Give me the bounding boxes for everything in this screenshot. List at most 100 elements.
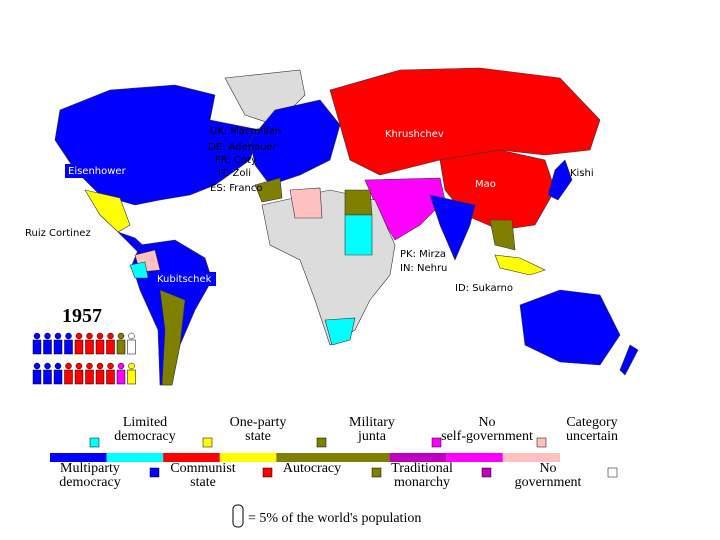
legend-swatch	[149, 467, 160, 478]
legend-swatch	[431, 437, 442, 448]
color-bar-segment	[502, 453, 560, 462]
person-head	[86, 332, 93, 340]
person-head	[65, 362, 72, 370]
person-body	[95, 339, 105, 355]
india	[429, 194, 476, 261]
person-head	[33, 362, 41, 370]
person-head	[117, 362, 125, 370]
person-body	[53, 369, 63, 385]
color-bar-segment	[50, 453, 107, 462]
person-body	[85, 339, 94, 355]
leader-label: Kubitschek	[157, 274, 212, 285]
legend-swatch	[536, 437, 547, 448]
person-icon	[232, 504, 244, 528]
leader-label: Ruiz Cortinez	[25, 228, 91, 239]
person-body	[32, 369, 42, 385]
japan	[547, 159, 573, 201]
color-bar-segment	[276, 453, 333, 462]
person-body	[74, 369, 84, 385]
person-body	[53, 339, 63, 355]
person-body	[127, 369, 136, 385]
sa-cyan	[129, 261, 149, 279]
color-bar-segment	[106, 453, 164, 462]
legend-label: No self-government	[441, 415, 533, 444]
legend-label: No government	[515, 461, 582, 490]
person-head	[96, 332, 104, 340]
person-body	[64, 339, 73, 355]
person-body	[74, 339, 84, 355]
person-body	[85, 369, 94, 385]
south-africa	[324, 317, 356, 346]
leader-label: DE: Adenauer	[208, 142, 278, 153]
person-body	[64, 369, 73, 385]
legend-swatch	[371, 467, 382, 478]
person-body	[116, 369, 126, 385]
sa-junta	[159, 289, 186, 386]
legend-label: One-party state	[230, 415, 287, 444]
person-body	[116, 339, 126, 355]
leader-label: IN: Nehru	[400, 263, 447, 274]
person-head	[54, 362, 62, 370]
se-asia	[489, 219, 516, 251]
leader-label: FR: Coty	[215, 155, 257, 166]
label-box	[65, 164, 145, 178]
legend-swatch	[262, 467, 273, 478]
person-body	[106, 339, 115, 355]
legend-label: Limited democracy	[114, 415, 175, 444]
new-zealand	[619, 344, 639, 376]
person-head	[128, 332, 135, 340]
person-body	[106, 369, 115, 385]
leader-label: Kishi	[570, 168, 594, 179]
person-head	[107, 362, 114, 370]
person-body	[43, 369, 52, 385]
person-head	[128, 362, 135, 370]
label-box	[154, 272, 216, 286]
legend-swatch	[316, 437, 327, 448]
legend-swatch	[481, 467, 492, 478]
legend-label: Autocracy	[283, 461, 341, 476]
color-bar-segment	[333, 453, 390, 462]
land	[54, 67, 639, 386]
icon-note: = 5% of the world's population	[248, 511, 421, 526]
leader-label: ES: Franco	[210, 183, 262, 194]
legend-swatch	[202, 437, 213, 448]
person-body	[43, 339, 52, 355]
person-head	[117, 332, 125, 340]
person-head	[44, 362, 51, 370]
legend-label: Traditional monarchy	[391, 461, 453, 490]
color-bar-segment	[163, 453, 220, 462]
mexico	[84, 189, 131, 233]
legend-label: Category uncertain	[566, 415, 618, 444]
year: 1957	[62, 305, 102, 327]
legend-label: Communist state	[170, 461, 235, 490]
person-head	[96, 362, 104, 370]
person-head	[44, 332, 51, 340]
legend-label: Multiparty democracy	[59, 461, 120, 490]
leader-label: Mao	[475, 179, 496, 190]
person-body	[127, 339, 136, 355]
legend-swatch	[89, 437, 100, 448]
leader-label: IT: Zoli	[218, 168, 251, 179]
leader-label: ID: Sukarno	[455, 283, 513, 294]
person-head	[33, 332, 41, 340]
color-bar-segment	[446, 453, 503, 462]
person-head	[75, 332, 83, 340]
color-bar-segment	[389, 453, 447, 462]
ussr	[329, 67, 601, 176]
legend-label: Military junta	[349, 415, 395, 444]
sudan	[344, 214, 373, 256]
person-body	[32, 339, 42, 355]
europe	[249, 99, 341, 186]
person-head	[75, 362, 83, 370]
leader-label: Khrushchev	[385, 129, 444, 140]
person-body	[95, 369, 105, 385]
legend-swatch	[607, 467, 618, 478]
person-head	[54, 332, 62, 340]
leader-label: Eisenhower	[68, 166, 127, 177]
indonesia	[494, 254, 546, 276]
libya	[289, 187, 323, 219]
color-bar-segment	[219, 453, 277, 462]
australia	[519, 289, 621, 366]
spain	[254, 177, 283, 203]
